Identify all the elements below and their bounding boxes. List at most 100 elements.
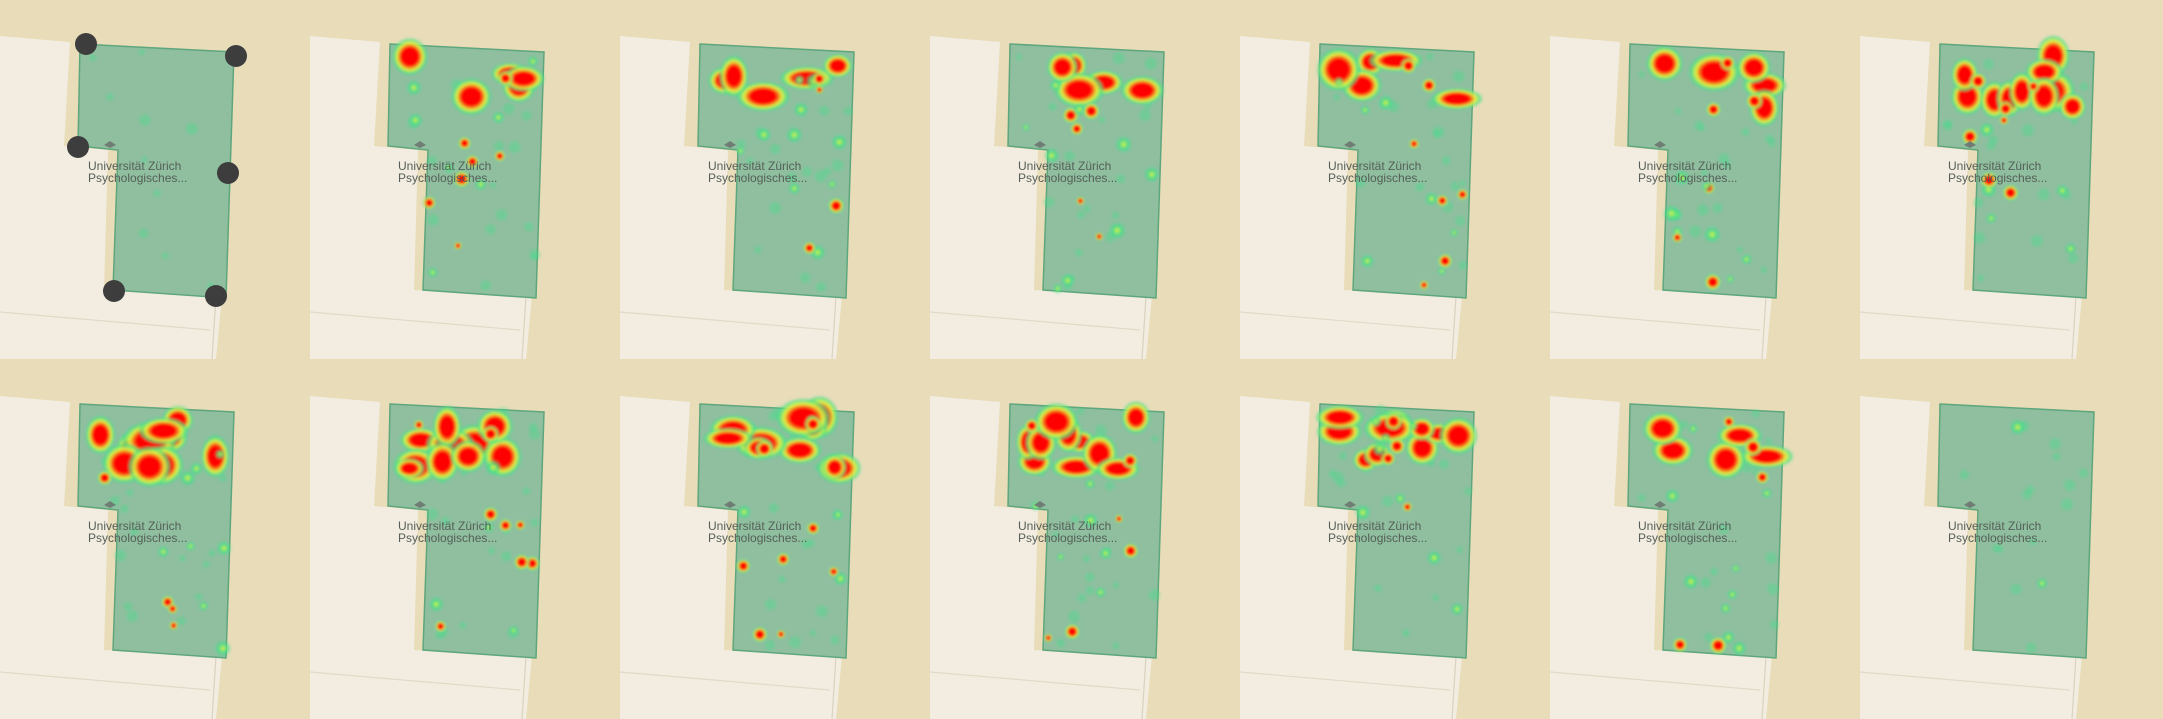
vertex-handle[interactable] [217, 162, 239, 184]
map-canvas[interactable] [0, 360, 296, 719]
heat-spot [1688, 423, 1699, 434]
place-pin-icon[interactable] [724, 141, 736, 148]
heat-spot [474, 178, 488, 191]
place-pin-icon[interactable] [1964, 141, 1976, 148]
heat-spot [1703, 225, 1722, 244]
heat-spot [106, 93, 114, 101]
vertex-handle[interactable] [103, 280, 125, 302]
heat-spot [1452, 70, 1465, 83]
heat-spot [1942, 120, 1953, 131]
heat-spot [2064, 479, 2076, 491]
map-canvas[interactable] [620, 360, 916, 719]
map-panel-8[interactable]: Universität Zürich Psychologisches... [0, 360, 296, 719]
place-pin-icon[interactable] [1344, 501, 1356, 508]
map-panel-10[interactable]: Universität Zürich Psychologisches... [620, 360, 916, 719]
place-pin-icon[interactable] [1654, 501, 1666, 508]
heat-spot [1076, 407, 1085, 416]
place-pin-icon[interactable] [414, 141, 426, 148]
place-label-line: Universität Zürich [88, 159, 182, 173]
vertex-handle[interactable] [67, 136, 89, 158]
heat-spot [1969, 72, 1987, 90]
heat-spot [1638, 71, 1646, 78]
heat-spot [502, 65, 546, 92]
map-panel-6[interactable]: Universität Zürich Psychologisches... [1550, 0, 1846, 359]
place-pin-icon[interactable] [1344, 141, 1356, 148]
heat-spot [819, 105, 830, 116]
heat-spot [2008, 71, 2036, 112]
place-pin-icon[interactable] [1034, 141, 1046, 148]
map-canvas[interactable] [1550, 360, 1846, 719]
vertex-handle[interactable] [75, 33, 97, 55]
heat-spot [1048, 102, 1057, 111]
neighbor-parcel [1860, 396, 2082, 719]
heat-spot [1122, 452, 1138, 469]
heat-spot [195, 593, 203, 601]
heat-spot [1151, 435, 1159, 443]
map-panel-1[interactable]: Universität Zürich Psychologisches... [0, 0, 296, 359]
map-canvas[interactable] [930, 0, 1226, 359]
heat-spot [1046, 51, 1079, 84]
map-panel-4[interactable]: Universität Zürich Psychologisches... [930, 0, 1226, 359]
heat-spot [1438, 458, 1449, 469]
heat-spot [1751, 409, 1760, 418]
heat-spot [1123, 543, 1139, 559]
map-panel-5[interactable]: Universität Zürich Psychologisches... [1240, 0, 1536, 359]
heat-spot [1056, 552, 1065, 561]
place-label-line: Psychologisches... [1018, 531, 1118, 545]
map-panel-7[interactable]: Universität Zürich Psychologisches... [1860, 0, 2156, 359]
map-canvas[interactable] [310, 360, 606, 719]
map-canvas[interactable] [1550, 0, 1846, 359]
vertex-handle[interactable] [225, 45, 247, 67]
map-canvas[interactable] [0, 0, 296, 359]
heat-spot [1338, 451, 1347, 460]
heat-spot [432, 405, 462, 449]
heat-spot [1441, 156, 1451, 165]
place-pin-icon[interactable] [104, 141, 116, 148]
vertex-handle[interactable] [205, 285, 227, 307]
heat-spot [459, 621, 467, 629]
heat-spot [1720, 602, 1732, 614]
map-canvas[interactable] [310, 0, 606, 359]
heat-spot [1082, 102, 1100, 120]
heat-spot [1973, 232, 1986, 244]
heat-spot [1672, 232, 1683, 243]
place-pin-icon[interactable] [1654, 141, 1666, 148]
heat-spot [785, 126, 803, 144]
heat-spot [177, 616, 186, 626]
place-pin-icon[interactable] [104, 501, 116, 508]
map-panel-14[interactable]: Universität Zürich Psychologisches... [1860, 360, 2156, 719]
heat-spot [1718, 523, 1729, 535]
map-panel-9[interactable]: Universität Zürich Psychologisches... [310, 360, 606, 719]
map-panel-12[interactable]: Universität Zürich Psychologisches... [1240, 360, 1536, 719]
place-label: Universität Zürich Psychologisches... [1638, 160, 1737, 184]
map-canvas[interactable] [620, 0, 916, 359]
heat-spot [1746, 92, 1763, 110]
map-canvas[interactable] [1240, 0, 1536, 359]
heat-spot [1085, 585, 1095, 595]
map-canvas[interactable] [930, 360, 1226, 719]
place-pin-icon[interactable] [724, 501, 736, 508]
map-panel-13[interactable]: Universität Zürich Psychologisches... [1550, 360, 1846, 719]
map-panel-11[interactable]: Universität Zürich Psychologisches... [930, 360, 1226, 719]
map-panel-2[interactable]: Universität Zürich Psychologisches... [310, 0, 606, 359]
heat-spot [487, 547, 495, 555]
map-canvas[interactable] [1860, 0, 2156, 359]
heat-spot [1450, 602, 1464, 616]
heatmap-layer [1638, 45, 1788, 291]
heat-spot [1067, 610, 1080, 623]
heat-spot [1704, 273, 1722, 291]
place-pin-icon[interactable] [1964, 501, 1976, 508]
heat-spot [426, 508, 439, 521]
map-canvas[interactable] [1860, 360, 2156, 719]
place-label-line: Psychologisches... [708, 171, 808, 185]
heat-spot [1316, 47, 1361, 92]
place-pin-icon[interactable] [1034, 501, 1046, 508]
place-pin-icon[interactable] [414, 501, 426, 508]
heat-spot [1384, 412, 1403, 431]
heat-spot [812, 72, 827, 86]
building-footprint[interactable] [697, 43, 855, 299]
heatmap-layer [85, 405, 232, 657]
map-canvas[interactable] [1240, 360, 1536, 719]
building-footprint[interactable] [1937, 403, 2095, 659]
map-panel-3[interactable]: Universität Zürich Psychologisches... [620, 0, 916, 359]
